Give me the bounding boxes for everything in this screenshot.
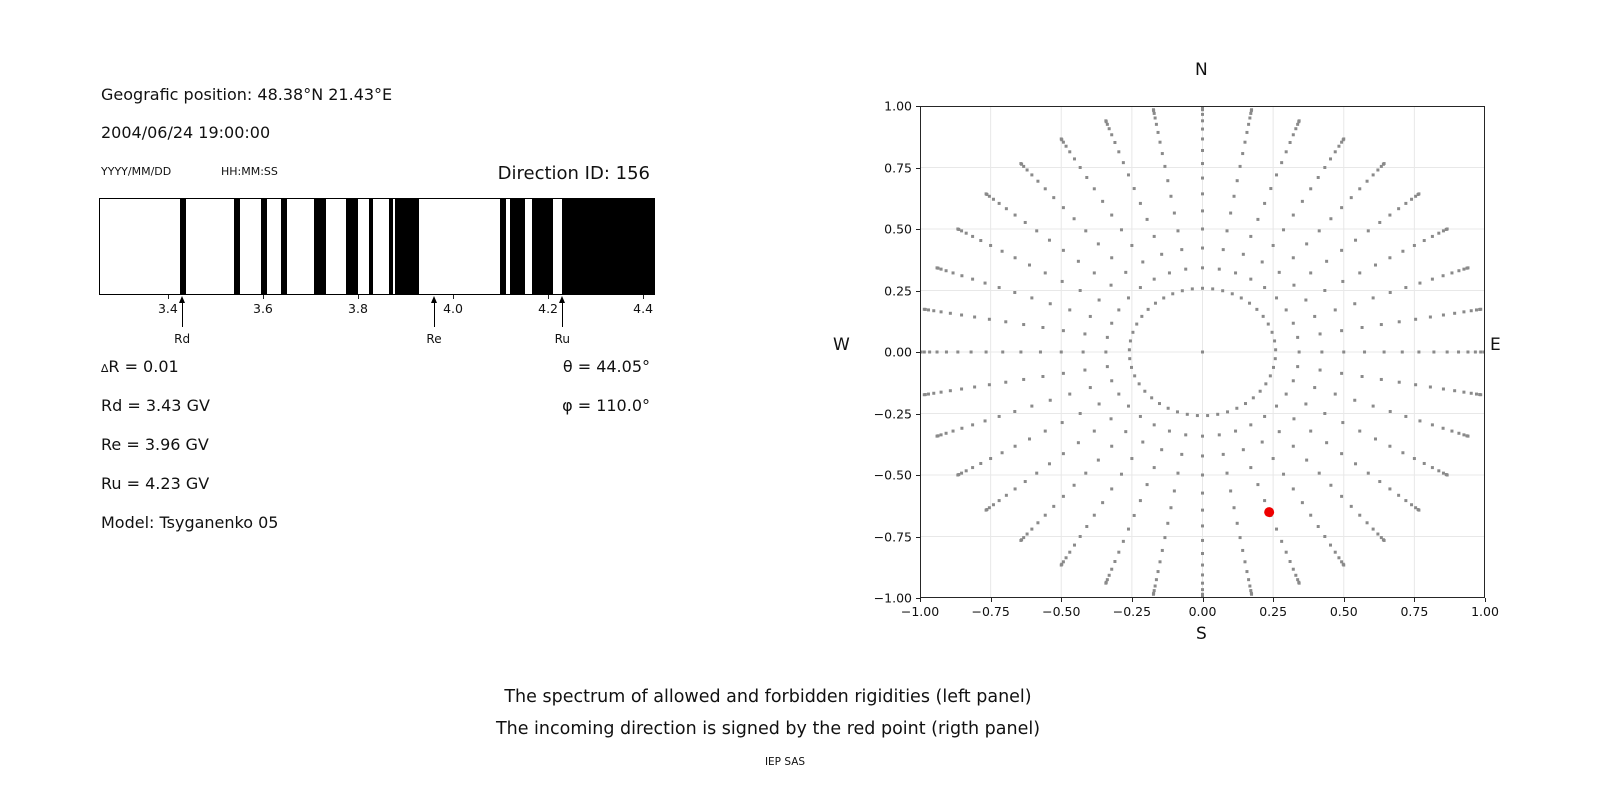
direction-scatter-plot: [918, 104, 1487, 600]
x-tick-label: −1.00: [900, 604, 940, 619]
x-tick-mark: [990, 598, 992, 602]
marker-arrow-stem: [181, 302, 184, 327]
y-tick-label: 0.25: [884, 283, 912, 298]
forbidden-band: [314, 199, 327, 294]
marker-arrow-icon: [179, 296, 186, 303]
compass-east-label: E: [1490, 335, 1501, 355]
direction-scatter-svg: [918, 104, 1487, 600]
rigidity-tick-mark: [357, 295, 359, 299]
y-tick-mark: [916, 475, 920, 476]
rigidity-tick-label: 3.6: [252, 301, 273, 316]
marker-label-ru: Ru: [554, 332, 571, 346]
rigidity-tick-mark: [548, 295, 550, 299]
marker-arrow-stem: [561, 302, 564, 327]
forbidden-band: [281, 199, 288, 294]
y-tick-label: 0.75: [884, 160, 912, 175]
rigidity-tick-label: 4.4: [633, 301, 654, 316]
y-tick-mark: [916, 352, 920, 353]
y-tick-mark: [916, 106, 920, 107]
x-tick-mark: [1061, 598, 1063, 602]
rigidity-axis: 3.4 3.6 3.8 4.0 4.2 4.4 Rd Re Ru: [99, 295, 655, 355]
y-tick-label: −0.25: [873, 406, 912, 421]
x-tick-label: −0.50: [1042, 604, 1081, 619]
rigidity-tick-label: 4.2: [538, 301, 559, 316]
forbidden-band: [500, 199, 507, 294]
x-tick-mark: [1131, 598, 1133, 602]
rigidity-tick-label: 3.8: [348, 301, 368, 316]
x-tick-label: 0.75: [1400, 604, 1429, 619]
y-tick-mark: [916, 167, 920, 169]
x-tick-label: 0.25: [1259, 604, 1288, 619]
x-tick-mark: [1485, 598, 1486, 602]
marker-label-rd: Rd: [174, 332, 191, 346]
forbidden-band: [180, 199, 187, 294]
y-tick-label: 0.50: [884, 221, 912, 237]
rigidity-tick-mark: [643, 295, 645, 299]
rigidity-tick-label: 3.4: [157, 301, 178, 316]
rigidity-spectrum-panel: [99, 198, 655, 295]
forbidden-band: [345, 199, 359, 294]
red-incoming-direction-point: [1264, 507, 1275, 518]
re-value: Re = 3.96 GV: [101, 435, 209, 454]
y-tick-mark: [916, 290, 920, 292]
phi-value: φ = 110.0°: [562, 396, 650, 415]
x-tick-mark: [1343, 598, 1345, 602]
forbidden-band: [394, 199, 420, 294]
y-tick-label: −0.50: [873, 467, 912, 483]
compass-west-label: W: [833, 335, 850, 355]
caption-line-1: The spectrum of allowed and forbidden ri…: [504, 687, 1032, 707]
forbidden-band: [368, 199, 374, 294]
y-tick-label: 0.00: [884, 344, 912, 360]
rigidity-tick-label: 4.0: [443, 301, 463, 316]
time-format-hint: HH:MM:SS: [221, 165, 278, 178]
forbidden-band: [562, 199, 654, 294]
x-tick-label: −0.75: [971, 604, 1010, 619]
y-tick-mark: [916, 229, 920, 230]
rigidity-tick-mark: [453, 295, 455, 299]
footer-credit: IEP SAS: [764, 756, 806, 768]
x-tick-mark: [920, 598, 921, 602]
y-tick-label: −0.75: [873, 529, 912, 544]
x-tick-label: 1.00: [1471, 604, 1499, 619]
x-tick-label: 0.50: [1329, 604, 1358, 619]
compass-north-label: N: [1195, 60, 1208, 80]
marker-arrow-stem: [433, 302, 436, 327]
rigidity-tick-mark: [262, 295, 264, 299]
caption-line-2: The incoming direction is signed by the …: [495, 719, 1041, 739]
compass-south-label: S: [1196, 624, 1207, 644]
theta-value: θ = 44.05°: [562, 357, 650, 376]
forbidden-band: [531, 199, 554, 294]
y-tick-mark: [916, 413, 920, 415]
ru-value: Ru = 4.23 GV: [101, 474, 210, 493]
x-tick-mark: [1414, 598, 1416, 602]
model-name: Model: Tsyganenko 05: [101, 513, 279, 532]
direction-id-text: Direction ID: 156: [497, 163, 650, 184]
delta-r-value: ∆R = 0.01: [101, 357, 179, 376]
marker-label-re: Re: [426, 332, 442, 346]
x-tick-label: −0.25: [1112, 604, 1152, 619]
y-tick-label: 1.00: [884, 98, 912, 114]
date-format-hint: YYYY/MM/DD: [101, 165, 172, 178]
y-tick-mark: [916, 536, 920, 538]
rigidity-tick-mark: [167, 295, 169, 299]
geo-position-text: Geografic position: 48.38°N 21.43°E: [101, 85, 393, 104]
x-tick-label: 0.00: [1188, 604, 1217, 619]
datetime-text: 2004/06/24 19:00:00: [101, 123, 271, 142]
marker-arrow-icon: [559, 296, 566, 303]
forbidden-band: [388, 199, 393, 294]
forbidden-band: [510, 199, 526, 294]
marker-arrow-icon: [431, 296, 438, 303]
forbidden-band: [260, 199, 268, 294]
y-tick-mark: [916, 598, 920, 599]
forbidden-band: [233, 199, 241, 294]
y-tick-label: −1.00: [873, 590, 912, 606]
rd-value: Rd = 3.43 GV: [101, 396, 210, 415]
x-tick-mark: [1202, 598, 1204, 602]
x-tick-mark: [1273, 598, 1275, 602]
